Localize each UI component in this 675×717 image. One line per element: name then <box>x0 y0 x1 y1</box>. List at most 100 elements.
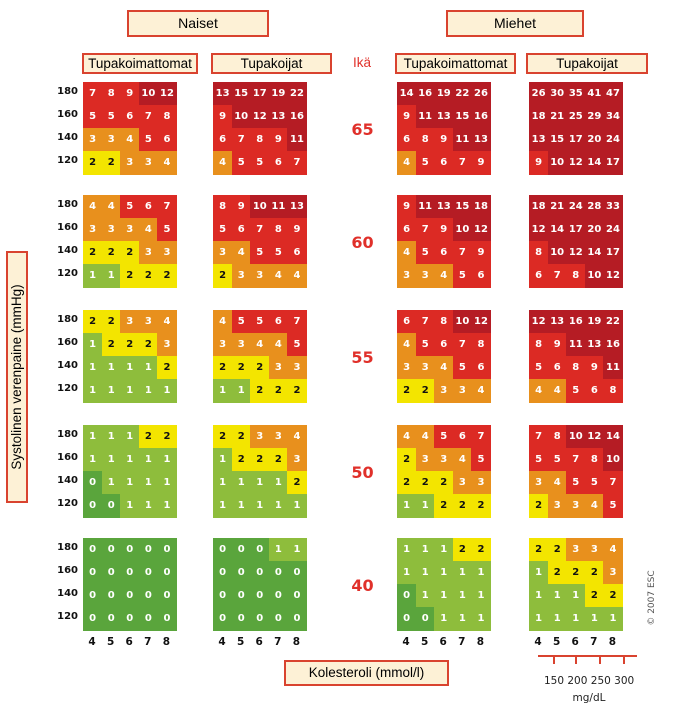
risk-cell: 1 <box>138 379 158 403</box>
risk-cell: 2 <box>138 333 158 357</box>
risk-cell: 6 <box>434 333 454 357</box>
risk-cell: 12 <box>584 425 604 449</box>
risk-cell: 0 <box>268 584 288 608</box>
risk-cell: 13 <box>547 310 567 334</box>
risk-cell: 7 <box>452 241 472 265</box>
risk-cell: 2 <box>397 448 417 472</box>
risk-cell: 4 <box>547 471 567 495</box>
risk-cell: 3 <box>566 494 586 518</box>
risk-cell: 41 <box>584 82 604 106</box>
cholesterol-tick: 5 <box>236 636 245 648</box>
risk-cell: 0 <box>83 561 103 585</box>
risk-cell: 0 <box>83 471 103 495</box>
risk-cell: 3 <box>547 494 567 518</box>
risk-cell: 3 <box>287 356 307 380</box>
risk-cell: 7 <box>157 195 177 219</box>
risk-cell: 47 <box>603 82 623 106</box>
risk-cell: 2 <box>397 471 417 495</box>
risk-cell: 0 <box>268 607 288 631</box>
risk-cell: 10 <box>603 448 623 472</box>
risk-cell: 5 <box>250 310 270 334</box>
risk-cell: 4 <box>83 195 103 219</box>
risk-cell: 33 <box>603 195 623 219</box>
risk-cell: 2 <box>584 584 604 608</box>
risk-cell: 7 <box>415 218 435 242</box>
risk-cell: 2 <box>547 561 567 585</box>
risk-cell: 2 <box>603 584 623 608</box>
risk-cell: 14 <box>584 151 604 175</box>
risk-cell: 3 <box>157 241 177 265</box>
systolic-tick: 160 <box>57 109 78 120</box>
risk-cell: 1 <box>268 538 288 562</box>
cholesterol-tick: 5 <box>106 636 115 648</box>
risk-cell: 6 <box>547 356 567 380</box>
risk-cell: 0 <box>231 607 251 631</box>
risk-cell: 3 <box>250 264 270 288</box>
risk-cell: 11 <box>603 356 623 380</box>
systolic-tick: 140 <box>57 360 78 371</box>
risk-cell: 6 <box>268 310 288 334</box>
risk-cell: 4 <box>120 128 140 152</box>
risk-cell: 2 <box>415 379 435 403</box>
risk-cell: 2 <box>101 333 121 357</box>
risk-cell: 3 <box>434 379 454 403</box>
cholesterol-tick: 6 <box>439 636 447 648</box>
risk-cell: 10 <box>452 310 472 334</box>
risk-cell: 17 <box>603 241 623 265</box>
risk-cell: 1 <box>397 494 417 518</box>
age-label: 55 <box>351 348 374 367</box>
risk-cell: 12 <box>529 310 549 334</box>
risk-cell: 1 <box>547 607 567 631</box>
risk-cell: 6 <box>584 379 604 403</box>
risk-cell: 0 <box>83 607 103 631</box>
risk-cell: 8 <box>213 195 233 219</box>
cholesterol-tick: 4 <box>88 636 96 648</box>
women-header: Naiset <box>127 10 269 37</box>
risk-cell: 1 <box>415 538 435 562</box>
risk-cell: 10 <box>547 241 567 265</box>
risk-cell: 17 <box>603 151 623 175</box>
risk-cell: 10 <box>231 105 251 129</box>
risk-cell: 13 <box>434 195 454 219</box>
risk-cell: 5 <box>415 333 435 357</box>
risk-cell: 1 <box>120 379 140 403</box>
risk-cell: 1 <box>120 448 140 472</box>
systolic-tick: 120 <box>57 383 78 394</box>
y-axis-label: Systolinen verenpaine (mmHg) <box>6 251 28 503</box>
risk-cell: 16 <box>415 82 435 106</box>
risk-cell: 6 <box>268 151 288 175</box>
risk-cell: 1 <box>397 561 417 585</box>
risk-cell: 1 <box>231 379 251 403</box>
risk-cell: 5 <box>250 241 270 265</box>
risk-cell: 11 <box>268 195 288 219</box>
cholesterol-tick: 7 <box>274 636 282 648</box>
risk-cell: 15 <box>452 195 472 219</box>
risk-cell: 9 <box>287 218 307 242</box>
risk-cell: 5 <box>434 425 454 449</box>
risk-cell: 3 <box>250 425 270 449</box>
risk-cell: 2 <box>452 494 472 518</box>
risk-cell: 4 <box>138 218 158 242</box>
risk-cell: 1 <box>434 584 454 608</box>
risk-cell: 4 <box>268 333 288 357</box>
risk-cell: 3 <box>83 218 103 242</box>
risk-cell: 15 <box>231 82 251 106</box>
risk-cell: 4 <box>250 333 270 357</box>
risk-cell: 35 <box>566 82 586 106</box>
risk-cell: 5 <box>471 448 491 472</box>
risk-cell: 1 <box>83 425 103 449</box>
systolic-tick: 160 <box>57 222 78 233</box>
risk-cell: 1 <box>213 471 233 495</box>
systolic-tick: 160 <box>57 565 78 576</box>
systolic-tick: 140 <box>57 475 78 486</box>
risk-cell: 9 <box>434 128 454 152</box>
women-nonsmokers-header: Tupakoimattomat <box>82 53 198 74</box>
risk-cell: 2 <box>471 538 491 562</box>
risk-cell: 1 <box>83 448 103 472</box>
risk-cell: 2 <box>157 425 177 449</box>
risk-cell: 0 <box>138 538 158 562</box>
risk-cell: 2 <box>213 356 233 380</box>
risk-cell: 12 <box>566 241 586 265</box>
risk-cell: 0 <box>83 494 103 518</box>
risk-cell: 3 <box>120 151 140 175</box>
